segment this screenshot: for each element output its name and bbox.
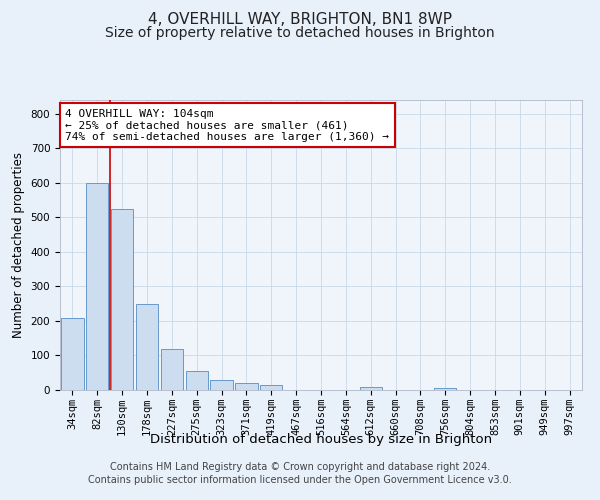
Bar xyxy=(61,318,83,390)
Text: Distribution of detached houses by size in Brighton: Distribution of detached houses by size … xyxy=(150,432,492,446)
Bar xyxy=(136,304,158,390)
Text: 4, OVERHILL WAY, BRIGHTON, BN1 8WP: 4, OVERHILL WAY, BRIGHTON, BN1 8WP xyxy=(148,12,452,28)
Bar xyxy=(211,380,233,390)
Bar xyxy=(260,385,283,390)
Bar xyxy=(161,350,183,390)
Bar xyxy=(86,183,109,390)
Bar xyxy=(185,371,208,390)
Bar xyxy=(359,387,382,390)
Text: Contains HM Land Registry data © Crown copyright and database right 2024.: Contains HM Land Registry data © Crown c… xyxy=(110,462,490,472)
Text: Size of property relative to detached houses in Brighton: Size of property relative to detached ho… xyxy=(105,26,495,40)
Bar xyxy=(235,383,257,390)
Y-axis label: Number of detached properties: Number of detached properties xyxy=(12,152,25,338)
Text: 4 OVERHILL WAY: 104sqm
← 25% of detached houses are smaller (461)
74% of semi-de: 4 OVERHILL WAY: 104sqm ← 25% of detached… xyxy=(65,108,389,142)
Bar xyxy=(434,388,457,390)
Text: Contains public sector information licensed under the Open Government Licence v3: Contains public sector information licen… xyxy=(88,475,512,485)
Bar xyxy=(111,209,133,390)
